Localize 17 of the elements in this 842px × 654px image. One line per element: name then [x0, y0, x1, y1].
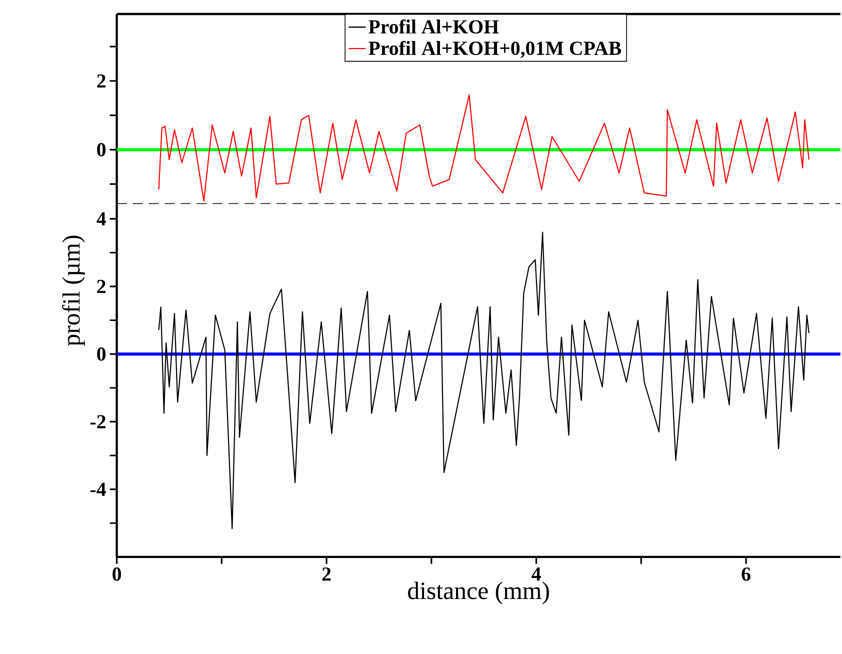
- y-tick-label: 2: [97, 280, 106, 294]
- y-tick-label: -4: [90, 482, 106, 496]
- y-tick-label: 0: [97, 347, 106, 361]
- y-tick-label: 2: [97, 74, 106, 88]
- x-tick-label: 4: [532, 568, 541, 581]
- line-series: [158, 94, 810, 202]
- y-axis-title: profil (µm): [62, 236, 85, 346]
- y-tick-label: 0: [97, 143, 106, 156]
- x-axis-title: distance (mm): [408, 582, 549, 604]
- legend-label: Profil Al+KOH+0,01M CPAB: [368, 40, 622, 58]
- line-series: [158, 232, 810, 530]
- y-tick-label: -2: [90, 415, 106, 428]
- x-tick-label: 0: [112, 568, 121, 581]
- y-tick-label: 4: [96, 212, 106, 226]
- x-tick-label: 6: [742, 568, 750, 581]
- text: Profil Al+KOH: [368, 19, 499, 34]
- x-tick-label: 2: [322, 568, 331, 581]
